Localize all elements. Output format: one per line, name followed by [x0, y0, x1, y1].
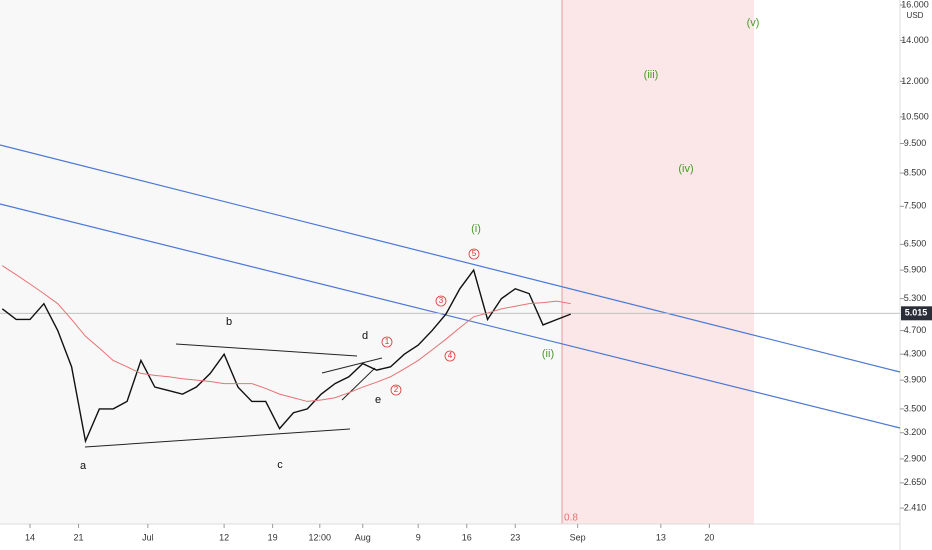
y-tick-label: 7.500 [904, 201, 927, 211]
wave-label: (iii) [644, 69, 659, 81]
fib-label: 0.8 [564, 513, 578, 524]
last-price-label: 5.015 [905, 308, 928, 318]
x-tick-label: 16 [462, 532, 472, 542]
x-tick-label: 14 [25, 532, 35, 542]
wave-label: (i) [471, 223, 481, 235]
x-tick-label: 12:00 [309, 532, 332, 542]
x-tick-label: 9 [416, 532, 421, 542]
wave-label: b [226, 316, 232, 328]
y-tick-label: 4.700 [904, 325, 927, 335]
y-tick-label: 12.000 [901, 76, 929, 86]
last-price-box [901, 306, 932, 321]
wave-label: e [375, 394, 381, 406]
wedge-lower [341, 367, 376, 401]
y-tick-label: 2.650 [904, 477, 927, 487]
wave-label: 1 [385, 337, 390, 346]
wave-label: a [80, 460, 87, 472]
x-tick-label: 20 [704, 532, 714, 542]
x-tick-label: Aug [355, 532, 371, 542]
x-tick-label: Jul [142, 532, 154, 542]
y-tick-label: 9.500 [904, 138, 927, 148]
y-tick-label: 3.900 [904, 375, 927, 385]
y-tick-label: 16.000 [901, 0, 929, 9]
y-tick-label: 10.500 [901, 111, 929, 121]
wave-label: 2 [394, 385, 399, 394]
channel-upper [0, 144, 901, 373]
y-tick-label: 3.200 [904, 427, 927, 437]
triangle-upper [175, 343, 358, 357]
x-tick-label: 12 [219, 532, 229, 542]
x-tick-label: 23 [510, 532, 520, 542]
wave-label: d [362, 330, 368, 342]
time-zone-highlight [562, 0, 754, 524]
y-tick-label: 3.500 [904, 403, 927, 413]
wave-label: (iv) [678, 163, 693, 175]
y-tick-label: 2.410 [904, 502, 927, 512]
x-tick-label: 21 [74, 532, 84, 542]
y-tick-label: 14.000 [901, 35, 929, 45]
currency: USD [907, 11, 924, 20]
x-tick-label: Sep [570, 532, 586, 542]
wave-label: (v) [747, 17, 760, 29]
circled-labels [381, 248, 480, 396]
triangle-lower [84, 428, 351, 448]
moving-average [2, 265, 571, 402]
wedge-upper [321, 357, 383, 374]
y-tick-label: 4.300 [904, 349, 927, 359]
x-tick-label: 19 [268, 532, 278, 542]
wave-label: 5 [472, 249, 477, 258]
price-line [1, 268, 571, 444]
y-tick-label: 5.900 [904, 264, 927, 274]
channel-lower [0, 203, 901, 429]
wave-label: 3 [439, 296, 444, 305]
y-tick-label: 2.900 [904, 453, 927, 463]
wave-label: 4 [448, 351, 453, 360]
plot-background [0, 0, 562, 524]
x-tick-label: 13 [656, 532, 666, 542]
wave-label: c [277, 459, 283, 471]
y-tick-label: 5.300 [904, 293, 927, 303]
y-tick-label: 8.500 [904, 167, 927, 177]
wave-label: (ii) [542, 348, 554, 360]
y-tick-label: 6.500 [904, 239, 927, 249]
